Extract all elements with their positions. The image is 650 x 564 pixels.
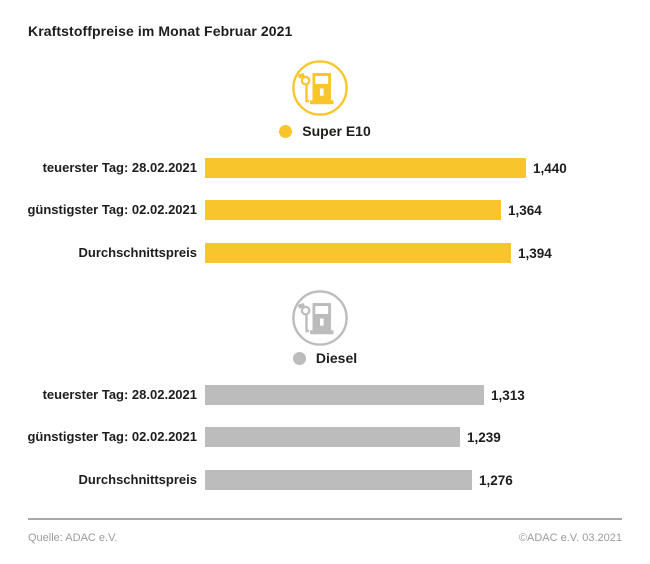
- category-label: günstigster Tag: 02.02.2021: [27, 429, 197, 444]
- category-label: teuerster Tag: 28.02.2021: [42, 387, 197, 402]
- legend-label: Diesel: [315, 350, 358, 366]
- legend-dot-icon: [292, 351, 306, 365]
- bar-row-diesel-teuerster-tag: teuerster Tag: 28.02.2021 1,313: [0, 385, 650, 405]
- value-label: 1,440: [533, 160, 567, 176]
- bar-row-diesel-guenstigster-tag: günstigster Tag: 02.02.2021 1,239: [0, 427, 650, 447]
- value-label: 1,239: [467, 429, 501, 445]
- bar-row-diesel-durchschnittspreis: Durchschnittspreis 1,276: [0, 470, 650, 490]
- legend-super-e10: Super E10: [0, 123, 650, 139]
- value-label: 1,313: [491, 387, 525, 403]
- bar-row-super-teuerster-tag: teuerster Tag: 28.02.2021 1,440: [0, 158, 650, 178]
- fuel-pump-icon: [292, 60, 348, 116]
- bar-diesel-guenstigster-tag: [205, 427, 460, 447]
- legend-dot-icon: [279, 124, 293, 138]
- bar-row-super-durchschnittspreis: Durchschnittspreis 1,394: [0, 243, 650, 263]
- bar-super-durchschnittspreis: [205, 243, 511, 263]
- value-label: 1,394: [518, 245, 552, 261]
- legend-label: Super E10: [302, 123, 371, 139]
- bar-super-teuerster-tag: [205, 158, 526, 178]
- bar-diesel-durchschnittspreis: [205, 470, 472, 490]
- bar-row-super-guenstigster-tag: günstigster Tag: 02.02.2021 1,364: [0, 200, 650, 220]
- category-label: teuerster Tag: 28.02.2021: [42, 160, 197, 175]
- legend-diesel: Diesel: [0, 350, 650, 366]
- category-label: Durchschnittspreis: [78, 245, 197, 260]
- bar-diesel-teuerster-tag: [205, 385, 484, 405]
- bar-super-guenstigster-tag: [205, 200, 501, 220]
- source-credit: Quelle: ADAC e.V.: [28, 532, 118, 544]
- value-label: 1,364: [508, 202, 542, 218]
- copyright-notice: ©ADAC e.V. 03.2021: [518, 532, 622, 544]
- fuel-pump-icon: [292, 290, 348, 346]
- category-label: günstigster Tag: 02.02.2021: [27, 202, 197, 217]
- value-label: 1,276: [479, 472, 513, 488]
- category-label: Durchschnittspreis: [78, 472, 197, 487]
- footer-divider: [28, 518, 622, 520]
- page-title: Kraftstoffpreise im Monat Februar 2021: [28, 23, 293, 39]
